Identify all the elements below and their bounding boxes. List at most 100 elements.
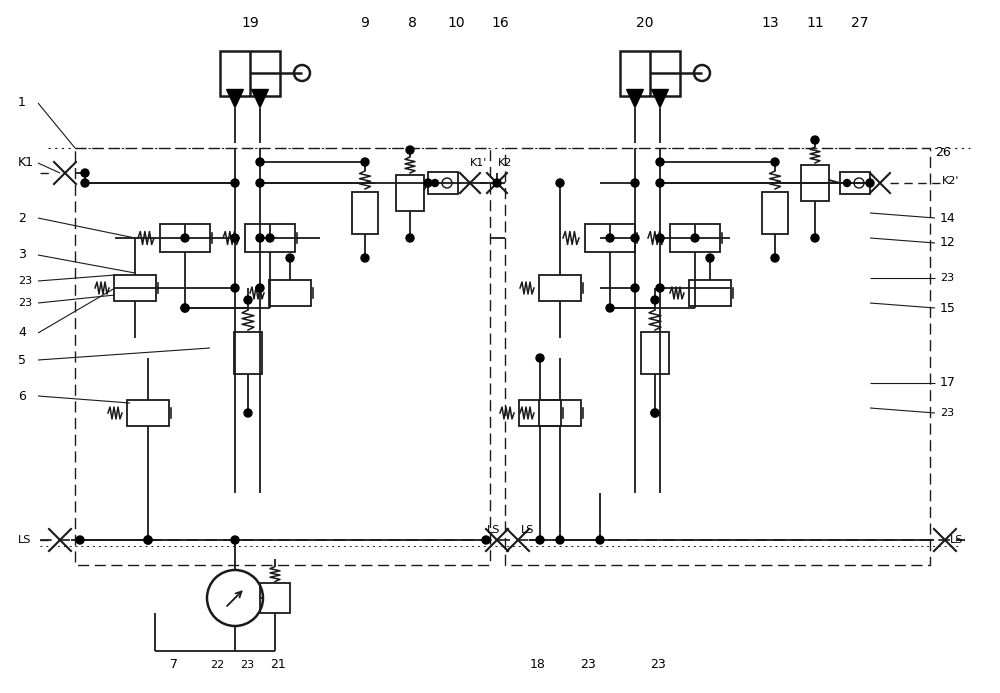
Text: 23: 23: [940, 408, 954, 418]
Circle shape: [811, 234, 819, 242]
Circle shape: [596, 536, 604, 544]
Circle shape: [424, 179, 432, 187]
Circle shape: [606, 304, 614, 312]
Circle shape: [144, 536, 152, 544]
Text: 23: 23: [580, 658, 596, 672]
Circle shape: [493, 179, 501, 187]
Polygon shape: [252, 89, 268, 107]
Circle shape: [656, 158, 664, 166]
Circle shape: [231, 234, 239, 242]
Circle shape: [181, 304, 189, 312]
Bar: [620, 51, 680, 96]
Circle shape: [231, 284, 239, 292]
Circle shape: [651, 409, 659, 417]
Bar: [801, 165, 829, 201]
Bar: [539, 275, 581, 301]
Circle shape: [81, 179, 89, 187]
Circle shape: [656, 179, 664, 187]
Circle shape: [631, 284, 639, 292]
Circle shape: [231, 536, 239, 544]
Bar: [114, 275, 156, 301]
Circle shape: [231, 179, 239, 187]
Text: 2: 2: [18, 211, 26, 225]
Circle shape: [406, 234, 414, 242]
Text: 16: 16: [491, 16, 509, 30]
Bar: [539, 400, 581, 426]
Text: 23: 23: [18, 298, 32, 308]
Text: 8: 8: [408, 16, 416, 30]
Bar: [245, 224, 295, 252]
Text: 3: 3: [18, 249, 26, 261]
Text: 13: 13: [761, 16, 779, 30]
Text: K1': K1': [470, 158, 487, 168]
Polygon shape: [652, 89, 668, 107]
Text: 1: 1: [18, 96, 26, 109]
Bar: [234, 332, 262, 374]
Text: 23: 23: [18, 276, 32, 286]
Circle shape: [844, 179, 850, 186]
Text: LS: LS: [487, 525, 500, 535]
Text: K2: K2: [498, 158, 512, 168]
Bar: [585, 224, 635, 252]
Bar: [840, 172, 870, 194]
Circle shape: [244, 409, 252, 417]
Text: 27: 27: [851, 16, 869, 30]
Polygon shape: [227, 89, 243, 107]
Circle shape: [811, 136, 819, 144]
Text: 12: 12: [940, 236, 956, 249]
Text: LS: LS: [521, 525, 534, 535]
Text: 7: 7: [170, 658, 178, 672]
Text: 19: 19: [241, 16, 259, 30]
Text: 10: 10: [447, 16, 465, 30]
Circle shape: [556, 179, 564, 187]
Circle shape: [482, 536, 490, 544]
Circle shape: [181, 304, 189, 312]
Circle shape: [656, 284, 664, 292]
Bar: [670, 224, 720, 252]
Circle shape: [651, 409, 659, 417]
Circle shape: [706, 254, 714, 262]
Circle shape: [866, 179, 874, 187]
Circle shape: [361, 158, 369, 166]
Circle shape: [266, 234, 274, 242]
Circle shape: [771, 254, 779, 262]
Circle shape: [244, 296, 252, 304]
Circle shape: [256, 234, 264, 242]
Circle shape: [256, 284, 264, 292]
Circle shape: [361, 254, 369, 262]
Text: 21: 21: [270, 658, 286, 672]
Circle shape: [556, 536, 564, 544]
Bar: [519, 400, 561, 426]
Bar: [396, 175, 424, 211]
Bar: [160, 224, 210, 252]
Text: 20: 20: [636, 16, 654, 30]
Text: 23: 23: [240, 660, 254, 670]
Circle shape: [651, 296, 659, 304]
Text: 15: 15: [940, 301, 956, 315]
Circle shape: [606, 234, 614, 242]
Text: 17: 17: [940, 376, 956, 389]
Circle shape: [144, 536, 152, 544]
Circle shape: [256, 158, 264, 166]
Text: K2': K2': [942, 176, 960, 186]
Text: 5: 5: [18, 353, 26, 367]
Text: 6: 6: [18, 389, 26, 403]
Text: 23: 23: [650, 658, 666, 672]
Circle shape: [406, 146, 414, 154]
Circle shape: [631, 234, 639, 242]
Text: LS: LS: [18, 535, 31, 545]
Text: K1: K1: [18, 157, 34, 170]
Bar: [269, 280, 311, 306]
Bar: [352, 192, 378, 234]
Text: 9: 9: [361, 16, 369, 30]
Text: 11: 11: [806, 16, 824, 30]
Circle shape: [181, 234, 189, 242]
Circle shape: [286, 254, 294, 262]
Bar: [689, 280, 731, 306]
Circle shape: [536, 354, 544, 362]
Bar: [641, 332, 669, 374]
Circle shape: [771, 158, 779, 166]
Text: 4: 4: [18, 326, 26, 340]
Bar: [220, 51, 280, 96]
Circle shape: [81, 169, 89, 177]
